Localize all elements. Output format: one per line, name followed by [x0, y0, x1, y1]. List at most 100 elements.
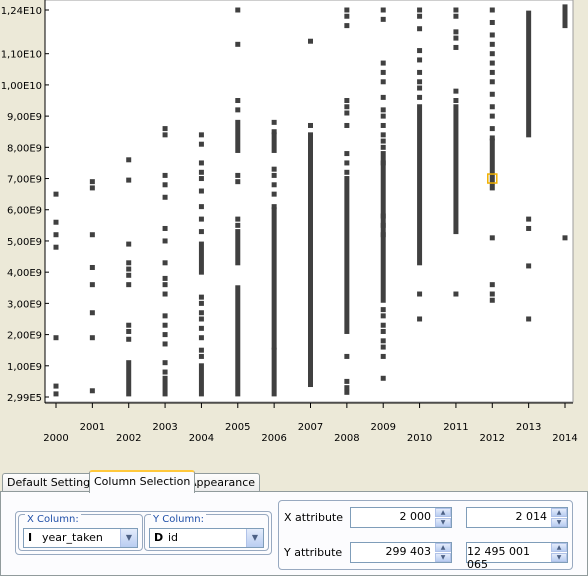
data-point[interactable] — [235, 222, 241, 228]
data-point[interactable] — [344, 169, 350, 175]
data-point[interactable] — [380, 69, 386, 75]
data-point[interactable] — [489, 41, 495, 47]
data-point[interactable] — [417, 48, 423, 54]
data-point[interactable] — [417, 13, 423, 19]
data-point[interactable] — [344, 160, 350, 166]
data-point[interactable] — [53, 191, 59, 197]
spin-up-icon[interactable]: ▲ — [435, 508, 451, 517]
data-point[interactable] — [235, 7, 241, 13]
data-point[interactable] — [417, 291, 423, 297]
data-point[interactable] — [489, 297, 495, 303]
data-point[interactable] — [417, 79, 423, 85]
data-point[interactable] — [453, 13, 459, 19]
spin-down-icon[interactable]: ▼ — [435, 518, 451, 527]
data-point[interactable] — [417, 69, 423, 75]
data-point-range[interactable] — [526, 10, 532, 138]
data-point[interactable] — [53, 219, 59, 225]
data-point[interactable] — [162, 132, 168, 138]
x-attribute-max-spinner[interactable]: 2 014 ▲ ▼ — [466, 507, 568, 528]
data-point[interactable] — [198, 325, 204, 331]
data-point[interactable] — [380, 60, 386, 66]
spin-down-icon[interactable]: ▼ — [551, 518, 567, 527]
data-point[interactable] — [344, 7, 350, 13]
data-point[interactable] — [344, 104, 350, 110]
data-point[interactable] — [53, 335, 59, 341]
data-point[interactable] — [126, 272, 132, 278]
spin-down-icon[interactable]: ▼ — [435, 553, 451, 562]
data-point[interactable] — [380, 222, 386, 228]
data-point[interactable] — [380, 213, 386, 219]
data-point[interactable] — [89, 232, 95, 238]
tab-column-selection[interactable]: Column Selection — [89, 470, 196, 493]
data-point[interactable] — [562, 235, 568, 241]
selected-point-highlight[interactable] — [487, 173, 498, 184]
data-point[interactable] — [344, 23, 350, 29]
data-point-range[interactable] — [198, 363, 204, 397]
data-point-range[interactable] — [235, 119, 241, 153]
data-point[interactable] — [235, 107, 241, 113]
data-point[interactable] — [162, 291, 168, 297]
data-point[interactable] — [380, 94, 386, 100]
data-point[interactable] — [198, 353, 204, 359]
data-point[interactable] — [126, 241, 132, 247]
data-point[interactable] — [380, 307, 386, 313]
data-point[interactable] — [235, 216, 241, 222]
scatter-plot-area[interactable]: 2,99E5 1,00E9 2,00E9 3,00E9 4,00E9 5,00E9 6,00… — [0, 0, 588, 468]
data-point[interactable] — [198, 300, 204, 306]
data-point[interactable] — [489, 126, 495, 132]
data-point-range[interactable] — [344, 176, 350, 334]
tab-default-settings[interactable]: Default Settings — [2, 473, 101, 491]
data-point[interactable] — [89, 310, 95, 316]
data-point[interactable] — [453, 291, 459, 297]
data-point[interactable] — [126, 260, 132, 266]
data-point-range[interactable] — [489, 138, 495, 191]
data-point[interactable] — [126, 322, 132, 328]
data-point-range[interactable] — [308, 132, 313, 213]
data-point[interactable] — [489, 32, 495, 38]
data-point[interactable] — [198, 141, 204, 147]
data-point[interactable] — [308, 38, 313, 44]
data-point[interactable] — [162, 126, 168, 132]
data-point[interactable] — [489, 91, 495, 97]
data-point[interactable] — [162, 313, 168, 319]
data-point[interactable] — [271, 172, 277, 178]
data-point[interactable] — [417, 7, 423, 13]
data-point[interactable] — [526, 263, 532, 269]
data-point[interactable] — [198, 316, 204, 322]
data-point[interactable] — [198, 176, 204, 182]
data-point[interactable] — [344, 151, 350, 157]
data-point[interactable] — [344, 110, 350, 116]
data-point[interactable] — [235, 98, 241, 104]
data-point[interactable] — [453, 44, 459, 50]
data-point[interactable] — [380, 79, 386, 85]
data-point[interactable] — [489, 51, 495, 57]
data-point[interactable] — [380, 375, 386, 381]
data-point[interactable] — [53, 383, 59, 389]
data-point[interactable] — [344, 98, 350, 104]
data-point[interactable] — [489, 104, 495, 110]
data-point[interactable] — [89, 179, 95, 185]
data-point[interactable] — [235, 179, 241, 185]
y-column-select[interactable]: D id ▼ — [149, 528, 264, 548]
data-point[interactable] — [198, 335, 204, 341]
data-point[interactable] — [89, 282, 95, 288]
data-point[interactable] — [380, 132, 386, 138]
data-point-range[interactable] — [562, 4, 568, 29]
data-point[interactable] — [453, 29, 459, 35]
data-point[interactable] — [344, 353, 350, 359]
x-attribute-min-spinner[interactable]: 2 000 ▲ ▼ — [350, 507, 452, 528]
data-point[interactable] — [162, 182, 168, 188]
data-point[interactable] — [417, 57, 423, 63]
data-point[interactable] — [198, 132, 204, 138]
spin-up-icon[interactable]: ▲ — [551, 543, 567, 552]
data-point[interactable] — [380, 313, 386, 319]
data-point[interactable] — [380, 107, 386, 113]
data-point-range[interactable] — [271, 132, 277, 153]
data-point[interactable] — [526, 216, 532, 222]
data-point[interactable] — [380, 122, 386, 128]
data-point[interactable] — [489, 79, 495, 85]
data-point[interactable] — [380, 7, 386, 13]
data-point[interactable] — [417, 94, 423, 100]
data-point[interactable] — [453, 35, 459, 41]
data-point[interactable] — [489, 69, 495, 75]
